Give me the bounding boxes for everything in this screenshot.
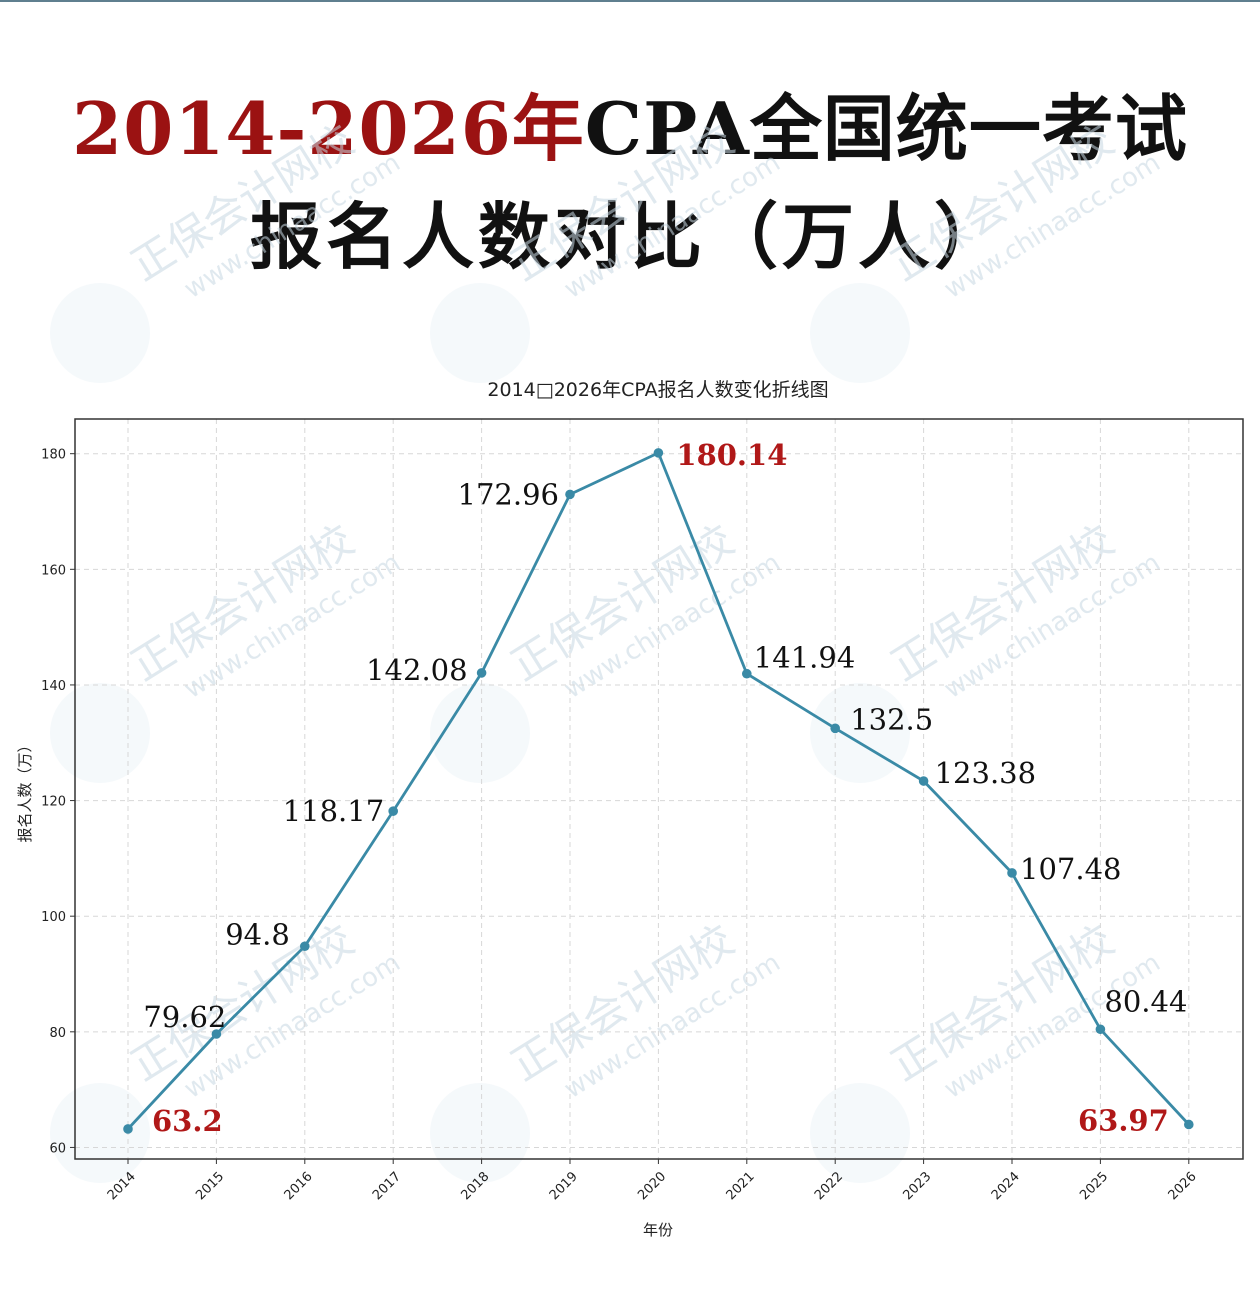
data-label: 118.17 (283, 794, 384, 828)
x-tick-label: 2026 (1166, 1169, 1200, 1203)
x-tick-label: 2025 (1077, 1169, 1111, 1203)
data-point (565, 489, 575, 500)
headline-line-2: 报名人数对比（万人） (249, 194, 1010, 279)
x-tick-label: 2021 (724, 1169, 758, 1203)
x-tick-label: 2015 (193, 1169, 227, 1203)
watermark-logo-icon (810, 283, 910, 383)
watermark-logo-icon (430, 283, 530, 383)
data-point (918, 776, 929, 786)
data-label: 172.96 (458, 477, 559, 511)
data-points (123, 448, 1194, 1134)
x-tick-label: 2023 (900, 1169, 934, 1203)
data-label: 79.62 (143, 1000, 226, 1034)
y-tick-label: 140 (41, 679, 66, 694)
data-label: 141.94 (754, 641, 855, 675)
chart-title: 2014□2026年CPA报名人数变化折线图 (487, 379, 828, 401)
data-label: 63.97 (1078, 1103, 1169, 1137)
data-labels: 63.2 79.62 94.8 118.17 142.08 172.96 180.14 141… (143, 438, 1187, 1138)
data-label: 94.8 (225, 917, 290, 951)
data-label: 132.5 (850, 702, 933, 736)
y-axis-label: 报名人数（万） (16, 737, 34, 842)
watermark-logo-icon (430, 1083, 530, 1183)
x-axis-label: 年份 (643, 1221, 673, 1239)
headline-line-1: 2014-2026年CPA全国统一考试 (0, 70, 1260, 175)
data-point (1184, 1119, 1194, 1130)
x-axis-ticks: 2014 2015 2016 2017 2018 2019 2020 2021 2022 2023… (105, 1159, 1200, 1203)
data-point (1095, 1024, 1106, 1035)
headline-exam-name: CPA全国统一考试 (584, 86, 1188, 171)
y-tick-label: 180 (41, 448, 66, 463)
headline-year-range: 2014-2026年 (72, 86, 585, 171)
grid-lines (75, 419, 1243, 1159)
x-tick-label: 2024 (989, 1169, 1023, 1203)
y-tick-label: 100 (41, 910, 66, 925)
data-label: 123.38 (935, 756, 1036, 790)
watermark-logo-icon (50, 283, 150, 383)
top-border-line (0, 0, 1260, 2)
y-tick-label: 80 (49, 1026, 66, 1041)
y-tick-label: 60 (49, 1141, 66, 1156)
x-tick-label: 2019 (547, 1169, 581, 1203)
watermark-logo-icon (430, 683, 530, 783)
x-tick-label: 2020 (635, 1169, 669, 1203)
data-label: 142.08 (366, 653, 467, 687)
data-point (388, 806, 399, 816)
plot-frame (74, 418, 1244, 1160)
data-label: 80.44 (1104, 984, 1187, 1018)
data-point (653, 448, 664, 458)
data-point (1007, 868, 1017, 878)
data-label: 107.48 (1020, 852, 1121, 886)
y-tick-label: 120 (41, 795, 66, 810)
x-tick-label: 2016 (282, 1169, 316, 1203)
y-axis-ticks: 60 80 100 120 140 160 180 (41, 448, 75, 1156)
data-point (830, 723, 840, 734)
data-label: 180.14 (676, 438, 787, 472)
data-point (742, 668, 752, 679)
watermark-logo-icon (50, 683, 150, 783)
data-point (211, 1029, 222, 1039)
watermark-logo-icon (50, 1083, 150, 1183)
data-point (123, 1124, 133, 1134)
y-tick-label: 160 (41, 563, 66, 578)
x-tick-label: 2017 (370, 1169, 404, 1203)
data-label: 63.2 (152, 1104, 223, 1138)
watermark-logo-icon (810, 1083, 910, 1183)
data-point (300, 941, 310, 952)
data-point (476, 668, 487, 678)
